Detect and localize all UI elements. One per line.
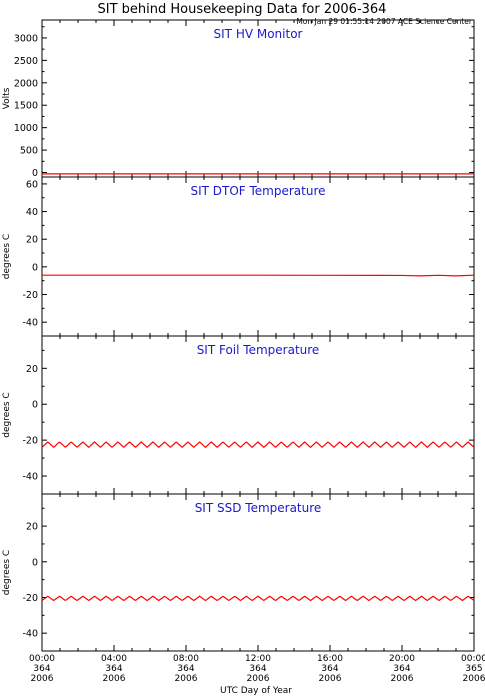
y-tick-label: 1500 xyxy=(14,101,38,112)
y-tick-label: -40 xyxy=(22,629,38,640)
y-tick-label: 0 xyxy=(32,168,38,179)
y-tick-label: -20 xyxy=(22,290,38,301)
panel-4: -40 -20 0 20 SIT SSD Temperature degrees C xyxy=(2,493,475,652)
series-line xyxy=(41,595,475,602)
y-tick-label: 20 xyxy=(26,522,38,533)
x-tick-label-line: 2006 xyxy=(391,674,414,684)
figure-title: SIT behind Housekeeping Data for 2006-36… xyxy=(98,2,387,17)
plot-frame xyxy=(41,176,475,337)
y-axis-label: degrees C xyxy=(2,550,12,595)
y-axis-label: Volts xyxy=(2,87,12,109)
y-tick-label: 2000 xyxy=(14,78,38,89)
x-tick-labels: 00:00364200604:00364200608:00364200612:0… xyxy=(29,654,485,684)
plot-frame xyxy=(41,19,475,178)
y-tick-label: 60 xyxy=(26,179,38,190)
x-tick-label-line: 2006 xyxy=(175,674,198,684)
x-tick-label-line: 00:00 xyxy=(29,654,55,664)
y-tick-label: 0 xyxy=(32,262,38,273)
plot-frame xyxy=(41,493,475,652)
x-tick-label-line: 364 xyxy=(321,664,338,674)
panel-1: 0 500 1000 1500 2000 2500 3000 SIT HV Monitor Vo… xyxy=(2,19,475,179)
y-tick-label: 0 xyxy=(32,400,38,411)
y-tick-label: -40 xyxy=(22,318,38,329)
y-tick-label: -40 xyxy=(22,472,38,483)
x-tick-label-line: 20:00 xyxy=(389,654,415,664)
y-axis-label: degrees C xyxy=(2,234,12,279)
y-axis-label: degrees C xyxy=(2,392,12,437)
y-tick-label: 20 xyxy=(26,364,38,375)
panel-title: SIT DTOF Temperature xyxy=(190,184,325,198)
panel-title: SIT HV Monitor xyxy=(214,27,303,41)
panel-title: SIT Foil Temperature xyxy=(197,343,320,357)
x-tick-label-line: 2006 xyxy=(319,674,342,684)
timestamp: Mon Jan 29 01:55:14 2007 ACE Science Cen… xyxy=(296,17,473,26)
y-tick-label: 40 xyxy=(26,207,38,218)
x-tick-label-line: 12:00 xyxy=(245,654,271,664)
x-tick-label-line: 16:00 xyxy=(317,654,343,664)
x-tick-label-line: 08:00 xyxy=(173,654,199,664)
x-axis-label: UTC Day of Year xyxy=(220,686,292,696)
x-tick-label-line: 365 xyxy=(465,664,482,674)
x-tick-label-line: 364 xyxy=(177,664,194,674)
y-tick-label: 500 xyxy=(20,146,38,157)
y-tick-label: 0 xyxy=(32,557,38,568)
x-tick-label-line: 364 xyxy=(105,664,122,674)
x-tick-label-line: 04:00 xyxy=(101,654,127,664)
y-tick-label: -20 xyxy=(22,593,38,604)
plot-frame xyxy=(41,335,475,495)
panel-3: -40 -20 0 20 SIT Foil Temperature degrees C xyxy=(2,335,475,495)
x-tick-label-line: 00:00 xyxy=(461,654,485,664)
series-line xyxy=(42,274,475,277)
panel-title: SIT SSD Temperature xyxy=(195,501,322,515)
panel-2: -40 -20 0 20 40 60 SIT DTOF Temperature degrees… xyxy=(2,176,475,337)
x-tick-label-line: 2006 xyxy=(31,674,54,684)
x-tick-label-line: 2006 xyxy=(103,674,126,684)
x-tick-label-line: 364 xyxy=(33,664,50,674)
y-tick-label: -20 xyxy=(22,436,38,447)
x-tick-label-line: 2006 xyxy=(247,674,270,684)
y-tick-label: 3000 xyxy=(14,33,38,44)
y-tick-label: 20 xyxy=(26,235,38,246)
series-line xyxy=(41,441,475,449)
x-tick-label-line: 364 xyxy=(249,664,266,674)
x-tick-label-line: 2006 xyxy=(463,674,485,684)
y-tick-label: 1000 xyxy=(14,123,38,134)
y-tick-label: 2500 xyxy=(14,56,38,67)
x-tick-label-line: 364 xyxy=(393,664,410,674)
